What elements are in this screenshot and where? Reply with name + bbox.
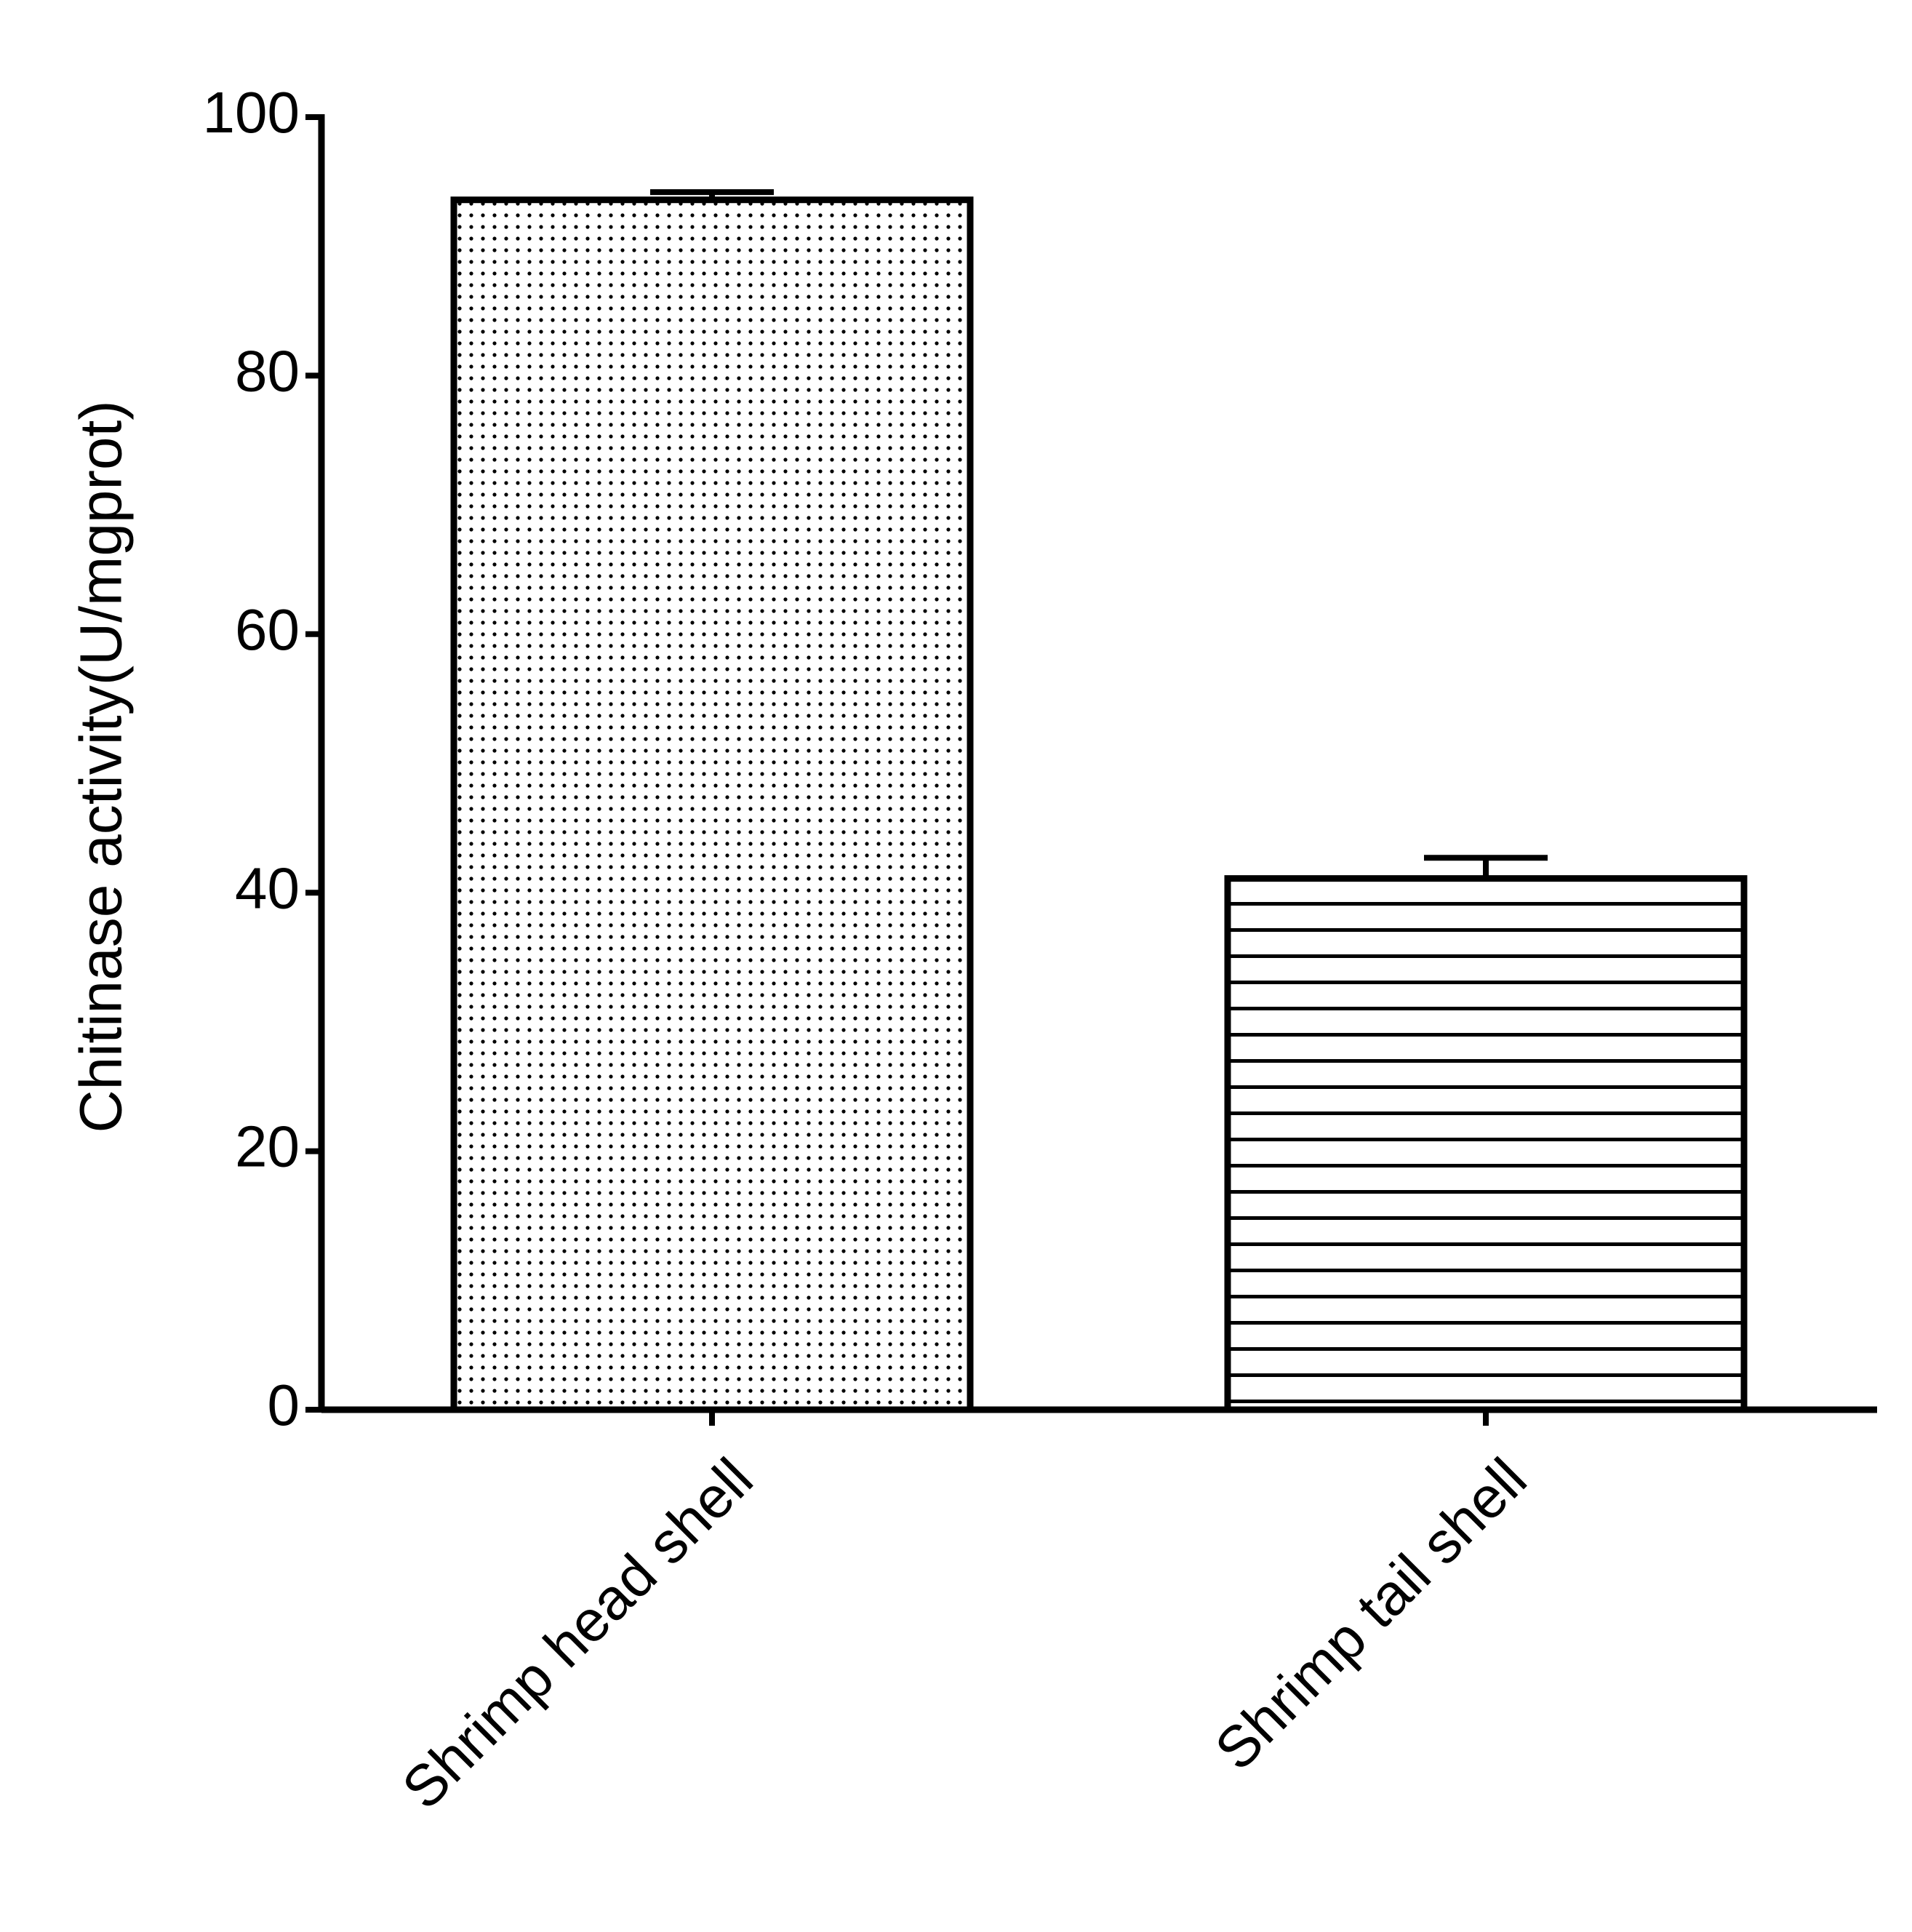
y-tick-label: 40	[235, 855, 300, 920]
y-tick-label: 20	[235, 1114, 300, 1179]
x-tick-label: Shrimp head shell	[390, 1446, 765, 1821]
y-tick-label: 60	[235, 597, 300, 662]
y-axis-label: Chitinase activity(U/mgprot)	[68, 400, 135, 1133]
y-tick-label: 80	[235, 339, 300, 404]
bar	[450, 196, 974, 1413]
y-tick-label: 100	[203, 80, 300, 145]
x-tick-label: Shrimp tail shell	[1203, 1446, 1539, 1782]
y-tick-label: 0	[268, 1373, 300, 1437]
bar	[1224, 875, 1748, 1413]
